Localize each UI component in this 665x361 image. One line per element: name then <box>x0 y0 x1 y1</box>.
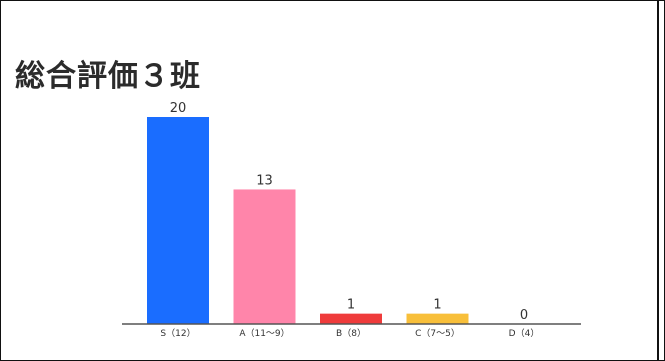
bar-2 <box>320 313 382 324</box>
tick-label-group: S（12） A（11〜9） B（8） C（7〜5） D（4） <box>160 328 539 339</box>
tick-label-0: S（12） <box>160 328 195 339</box>
bar-0 <box>147 117 209 324</box>
bar-1 <box>233 189 296 324</box>
tick-label-2: B（8） <box>336 328 366 339</box>
tick-label-3: C（7〜5） <box>415 328 460 339</box>
bar-3 <box>406 313 469 324</box>
bar-group <box>147 117 469 324</box>
tick-label-4: D（4） <box>509 328 540 339</box>
value-label-2: 1 <box>347 298 355 313</box>
right-border-rule <box>657 1 659 360</box>
page-title: 総合評価３班 <box>15 59 201 94</box>
value-label-4: 0 <box>520 308 528 323</box>
value-label-1: 13 <box>256 173 273 188</box>
value-label-3: 1 <box>433 298 441 313</box>
value-label-group: 20 13 1 1 0 <box>170 101 528 323</box>
value-label-0: 20 <box>170 101 187 116</box>
tick-label-1: A（11〜9） <box>239 328 289 339</box>
